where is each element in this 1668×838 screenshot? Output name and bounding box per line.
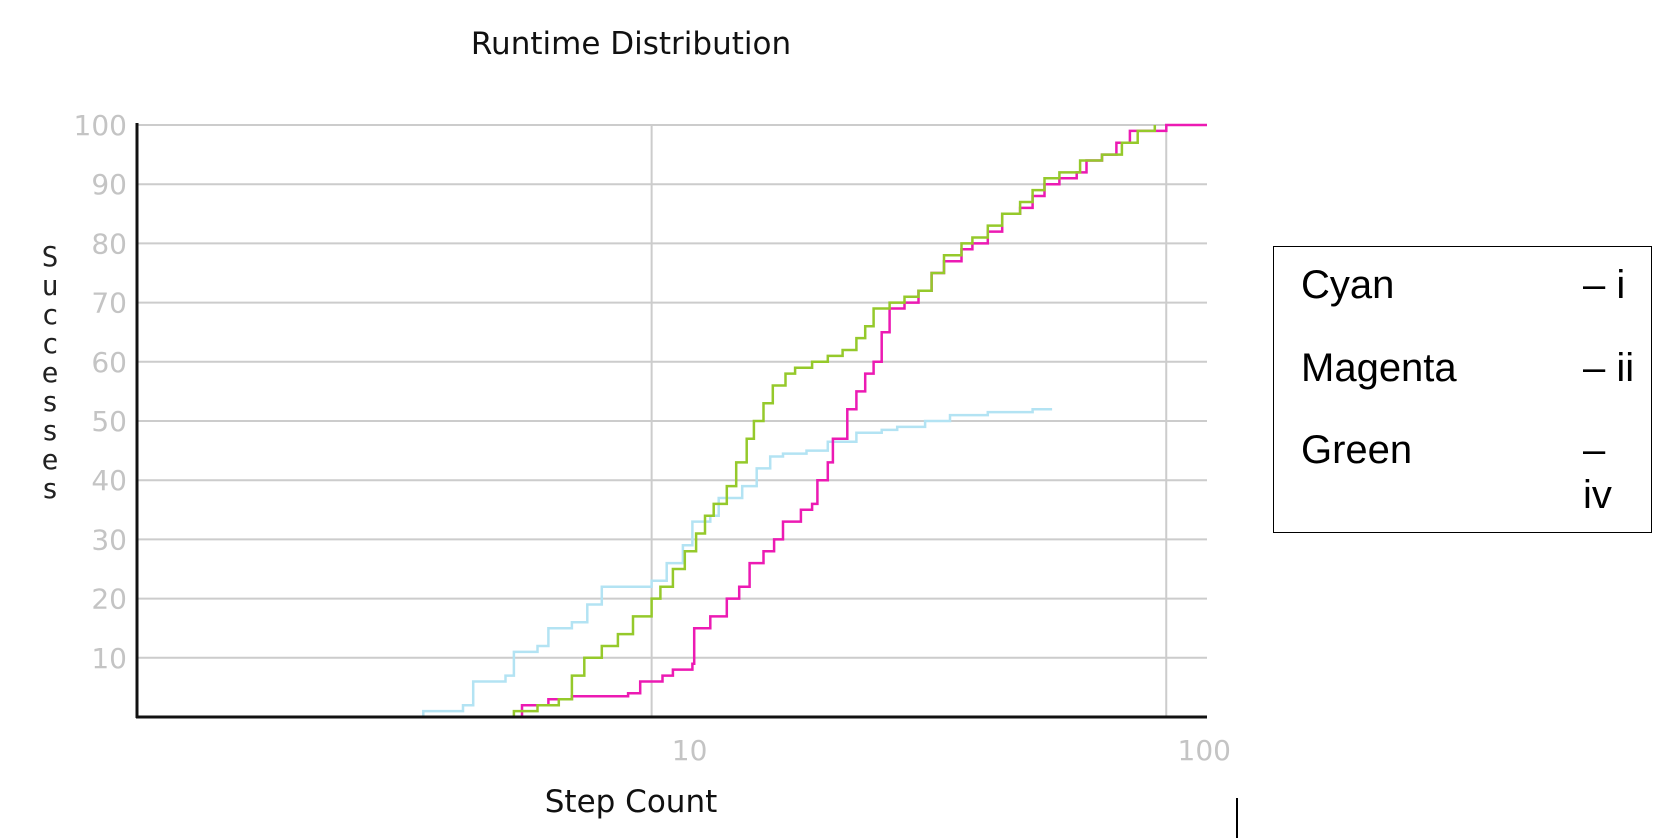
legend-entry-green: Green – iv <box>1301 428 1641 517</box>
legend-entry-code: – ii <box>1583 346 1635 390</box>
x-tick-label: 10 <box>672 734 708 767</box>
legend-entry-magenta: Magenta – ii <box>1301 346 1641 396</box>
y-tick-label: 20 <box>91 583 127 616</box>
legend-entry-name: Magenta <box>1301 346 1457 390</box>
series-line-1 <box>382 407 1053 719</box>
x-tick-labels: 10 100 <box>672 734 1231 767</box>
y-tick-label: 40 <box>91 464 127 497</box>
y-tick-label: 70 <box>91 287 127 320</box>
series-line-3 <box>496 125 1157 719</box>
y-tick-label: 50 <box>91 405 127 438</box>
y-tick-label: 10 <box>91 642 127 675</box>
y-tick-label: 90 <box>91 168 127 201</box>
y-axis-title-letter: c <box>42 298 59 331</box>
y-tick-label: 30 <box>91 523 127 556</box>
y-axis-title-letter: e <box>42 356 59 389</box>
y-axis-title-letter: S <box>42 240 59 273</box>
x-tick-label: 100 <box>1178 734 1231 767</box>
y-axis-title-letter: c <box>42 327 59 360</box>
x-axis-title: Step Count <box>545 784 718 820</box>
legend-box: Cyan – i Magenta – ii Green – iv <box>1273 246 1652 533</box>
legend-entry-code: – i <box>1583 263 1626 307</box>
y-tick-labels: 10 20 30 40 50 60 70 80 90 100 <box>74 109 127 675</box>
legend-entry-name: Cyan <box>1301 263 1395 307</box>
legend-entry-cyan: Cyan – i <box>1301 263 1641 313</box>
y-tick-label: 80 <box>91 227 127 260</box>
y-axis-title-letter: s <box>42 385 59 418</box>
text-cursor <box>1236 798 1238 838</box>
chart-title: Runtime Distribution <box>471 26 791 62</box>
legend-entry-name: Green <box>1301 428 1413 472</box>
legend-entry-code: – iv <box>1583 428 1612 517</box>
y-axis-title-letter: s <box>42 414 59 447</box>
y-axis-title-letter: s <box>42 472 59 505</box>
y-axis-title-letter: e <box>42 443 59 476</box>
y-axis-title-letter: u <box>42 269 59 302</box>
y-tick-label: 100 <box>74 109 127 142</box>
axes-layer <box>135 123 1207 719</box>
y-tick-label: 60 <box>91 346 127 379</box>
series-layer <box>382 123 1207 719</box>
grid-layer <box>137 124 1207 717</box>
